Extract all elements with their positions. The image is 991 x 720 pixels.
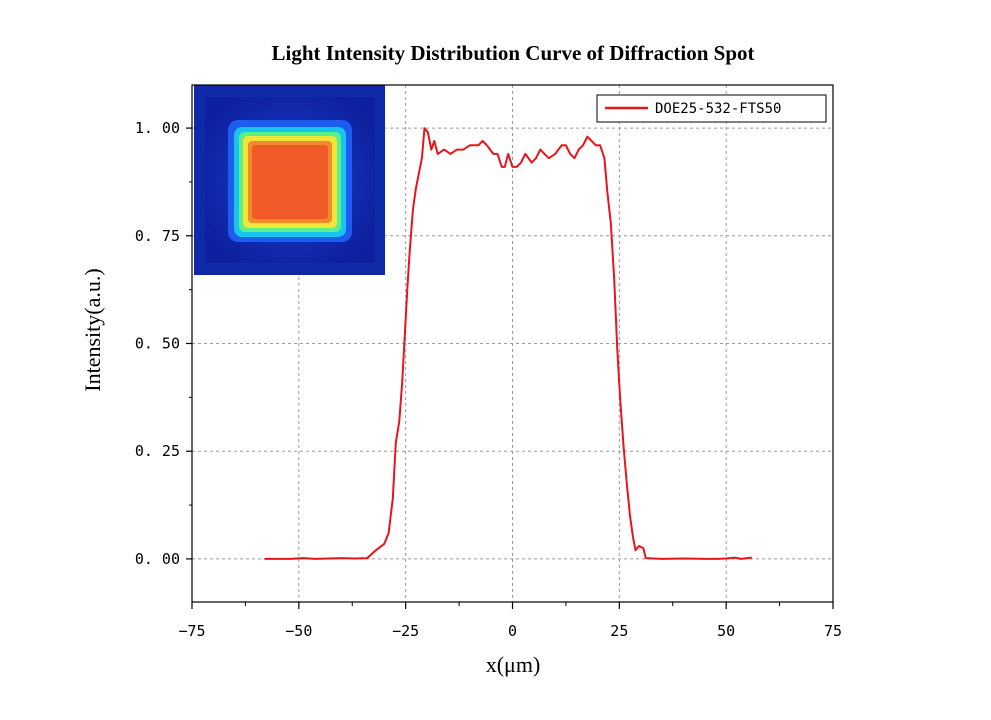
legend: DOE25-532-FTS50 [596,94,827,123]
chart-title: Light Intensity Distribution Curve of Di… [271,41,754,65]
y-tick-label: 0. 75 [135,227,180,245]
x-tick-label: −75 [178,622,205,640]
x-tick-label: −25 [392,622,419,640]
y-tick-label: 1. 00 [135,119,180,137]
y-tick-label: 0. 25 [135,442,180,460]
legend-label: DOE25-532-FTS50 [655,101,781,117]
grid [192,85,833,602]
diffraction-spot-inset-image [194,85,385,275]
y-tick-label: 0. 50 [135,335,180,353]
y-tick-label: 0. 00 [135,550,180,568]
x-tick-label: 25 [610,622,628,640]
y-axis-label: Intensity(a.u.) [80,268,105,391]
x-axis-label: x(μm) [486,652,541,677]
x-tick-label: −50 [285,622,312,640]
series-line [264,127,752,560]
series-layer [264,127,752,560]
axes: −75 −50 −25 0 25 50 75 0. 00 0. 25 0. 50 0. 75 1. 0… [135,84,842,640]
x-tick-label: 75 [824,622,842,640]
x-tick-label: 50 [717,622,735,640]
x-tick-label: 0 [508,622,517,640]
